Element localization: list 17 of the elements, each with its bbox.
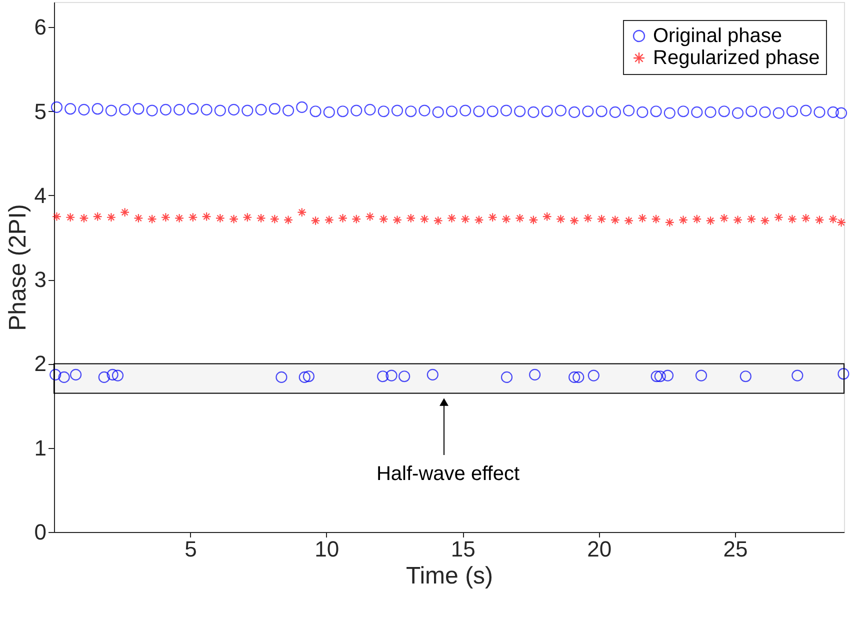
x-tick-label: 10 [314, 536, 340, 562]
x-tick-label: 15 [450, 536, 476, 562]
legend-label: Regularized phase [653, 47, 820, 69]
x-tick-label: 5 [184, 536, 197, 562]
x-axis-title: Time (s) [406, 562, 494, 590]
x-tick-label: 25 [723, 536, 748, 562]
y-tick-label: 6 [34, 14, 46, 40]
legend-label: Original phase [653, 25, 782, 47]
x-tick-label: 20 [587, 536, 612, 562]
y-tick-label: 2 [34, 351, 46, 376]
annotation: Half-wave effect [376, 463, 520, 485]
y-tick-label: 0 [34, 520, 46, 544]
y-tick-label: 4 [34, 182, 46, 208]
y-tick-label: 1 [34, 435, 46, 460]
y-tick-label: 3 [34, 267, 46, 292]
y-axis-title: Phase (2PI) [4, 204, 32, 331]
y-tick-label: 5 [34, 98, 46, 124]
